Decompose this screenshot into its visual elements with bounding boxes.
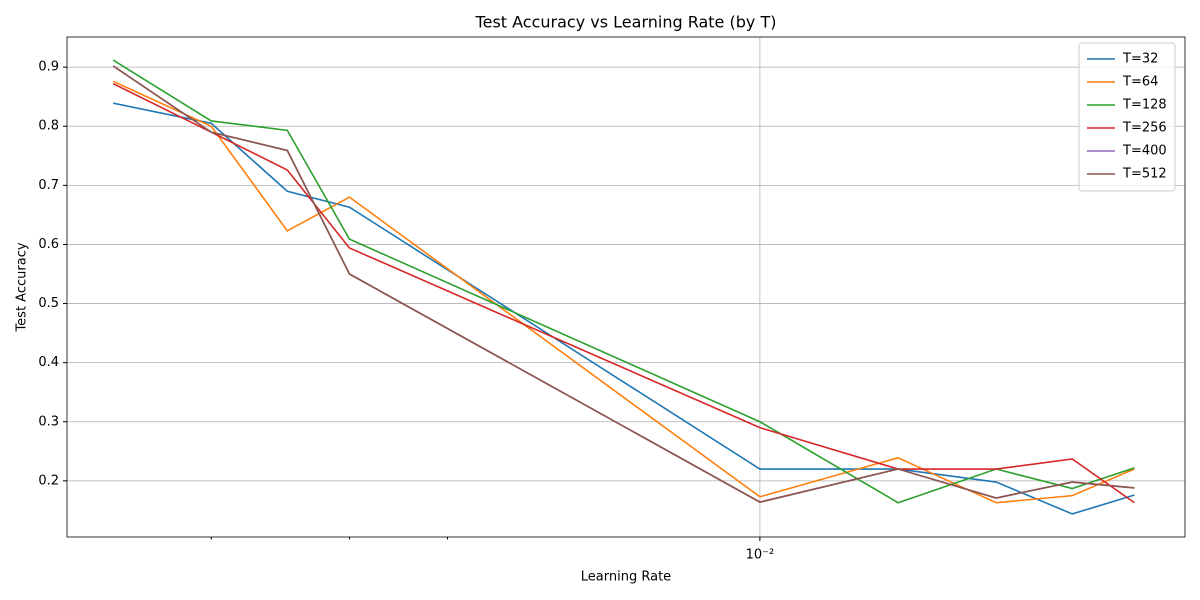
legend-label: T=128	[1122, 98, 1167, 113]
y-tick-label: 0.6	[38, 237, 59, 252]
y-tick-label: 0.2	[38, 473, 59, 488]
x-tick-label: 10⁻²	[746, 548, 775, 563]
series-line	[112, 65, 1135, 503]
x-axis-label: Learning Rate	[581, 570, 671, 585]
legend-box	[1078, 42, 1176, 192]
y-tick-label: 0.9	[38, 60, 59, 75]
legend-label: T=32	[1122, 52, 1158, 67]
series-line	[112, 80, 1135, 504]
legend-label: T=64	[1122, 75, 1158, 90]
y-axis-label: Test Accuracy	[15, 242, 30, 332]
y-tick-label: 0.8	[38, 119, 59, 134]
legend-label: T=400	[1122, 144, 1167, 159]
series-line	[112, 65, 1135, 503]
series-line	[113, 102, 1135, 515]
legend-label: T=256	[1122, 121, 1167, 136]
series-line	[112, 59, 1135, 504]
y-tick-label: 0.3	[38, 414, 59, 429]
y-tick-label: 0.4	[38, 355, 59, 370]
legend-label: T=512	[1122, 167, 1167, 182]
plot-frame	[66, 36, 1186, 538]
series-line	[112, 82, 1135, 504]
y-tick-label: 0.7	[38, 178, 59, 193]
y-tick-label: 0.5	[38, 296, 59, 311]
chart-title: Test Accuracy vs Learning Rate (by T)	[475, 13, 777, 32]
